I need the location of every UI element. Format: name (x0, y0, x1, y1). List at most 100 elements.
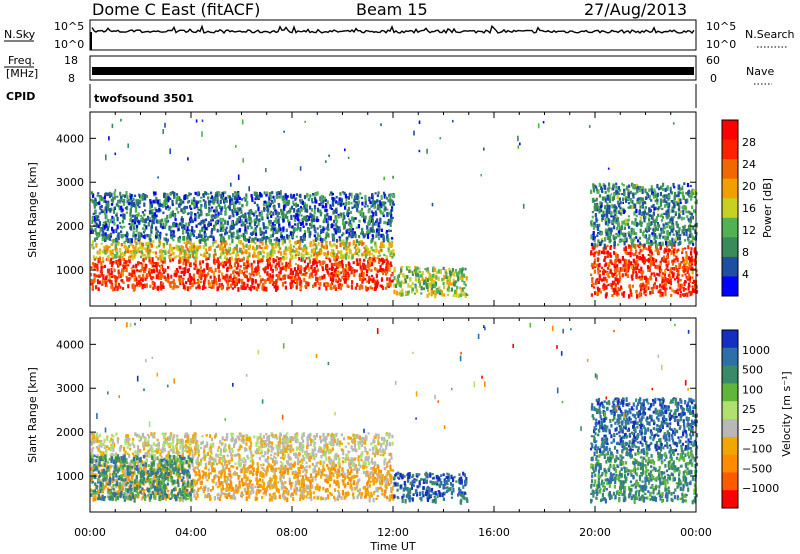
range-cell (269, 255, 272, 258)
range-cell (232, 280, 236, 284)
range-cell (262, 222, 265, 226)
range-cell (300, 252, 303, 257)
range-cell (418, 285, 421, 289)
range-cell (267, 219, 271, 224)
range-cell (99, 196, 102, 201)
range-cell (287, 210, 290, 213)
range-cell (352, 217, 355, 221)
range-cell (391, 237, 394, 240)
range-cell (204, 200, 207, 204)
range-cell (128, 202, 131, 206)
range-cell (291, 225, 294, 229)
range-cell (357, 247, 360, 252)
range-cell (199, 260, 202, 266)
range-cell (261, 237, 264, 241)
range-cell (241, 198, 244, 201)
range-cell (634, 244, 637, 249)
range-cell (235, 144, 237, 148)
range-cell (677, 192, 680, 197)
range-cell (633, 187, 636, 190)
range-cell (590, 221, 593, 225)
range-cell (440, 290, 443, 295)
range-cell (338, 236, 341, 239)
range-cell (131, 202, 134, 206)
range-cell (605, 231, 608, 237)
range-cell (621, 255, 624, 261)
range-cell (342, 232, 345, 235)
range-cell (455, 289, 458, 294)
range-cell (316, 253, 319, 256)
range-cell (181, 223, 184, 227)
range-cell (107, 479, 110, 485)
range-cell (676, 288, 679, 292)
range-cell (271, 269, 274, 273)
range-cell (259, 281, 263, 284)
range-cell (137, 261, 140, 264)
range-cell (207, 279, 210, 285)
range-cell (371, 261, 374, 266)
range-cell (304, 217, 308, 222)
range-cell (302, 225, 305, 228)
range-cell (220, 241, 223, 246)
range-cell (220, 193, 223, 199)
range-cell (113, 222, 116, 226)
range-cell (106, 226, 110, 231)
range-cell (658, 285, 661, 288)
range-cell (653, 188, 656, 192)
range-cell (266, 226, 269, 230)
range-cell (185, 205, 189, 209)
range-cell (617, 221, 620, 226)
range-cell (454, 269, 458, 272)
range-cell (633, 266, 637, 271)
range-cell (631, 284, 634, 288)
range-cell (306, 218, 309, 222)
range-cell (669, 232, 672, 235)
range-cell (318, 260, 321, 264)
range-cell (642, 214, 646, 219)
range-cell (106, 206, 110, 212)
range-cell (177, 248, 180, 252)
range-cell (178, 236, 181, 240)
range-cell (200, 275, 203, 281)
range-cell (386, 197, 389, 200)
range-cell (673, 243, 676, 247)
range-cell (162, 268, 165, 272)
range-cell (606, 205, 609, 210)
range-cell (302, 256, 305, 262)
range-cell (193, 256, 196, 260)
range-cell (358, 285, 361, 291)
range-cell (264, 245, 268, 250)
range-cell (210, 219, 213, 222)
range-cell (105, 154, 107, 161)
range-cell (684, 199, 687, 204)
range-cell (693, 237, 696, 241)
range-cell (156, 262, 160, 266)
range-cell (611, 280, 614, 286)
range-cell (179, 278, 182, 284)
range-cell (172, 230, 175, 235)
range-cell (125, 191, 128, 196)
range-cell (457, 276, 460, 281)
range-cell (328, 267, 331, 271)
range-cell (618, 270, 621, 276)
range-cell (416, 273, 419, 278)
range-cell (621, 182, 623, 186)
range-cell (93, 204, 96, 209)
range-cell (604, 217, 607, 222)
range-cell (618, 277, 621, 281)
range-cell (307, 282, 310, 287)
range-cell (238, 201, 241, 205)
range-cell (395, 290, 399, 296)
range-cell (352, 219, 355, 223)
range-cell (430, 277, 433, 282)
range-cell (255, 272, 258, 276)
range-cell (627, 188, 630, 192)
range-cell (606, 266, 610, 270)
range-cell (297, 266, 300, 270)
range-cell (230, 236, 233, 240)
range-cell (363, 205, 366, 208)
range-cell (672, 233, 675, 236)
range-cell (641, 206, 645, 209)
range-cell (201, 226, 204, 229)
range-cell (593, 269, 596, 274)
